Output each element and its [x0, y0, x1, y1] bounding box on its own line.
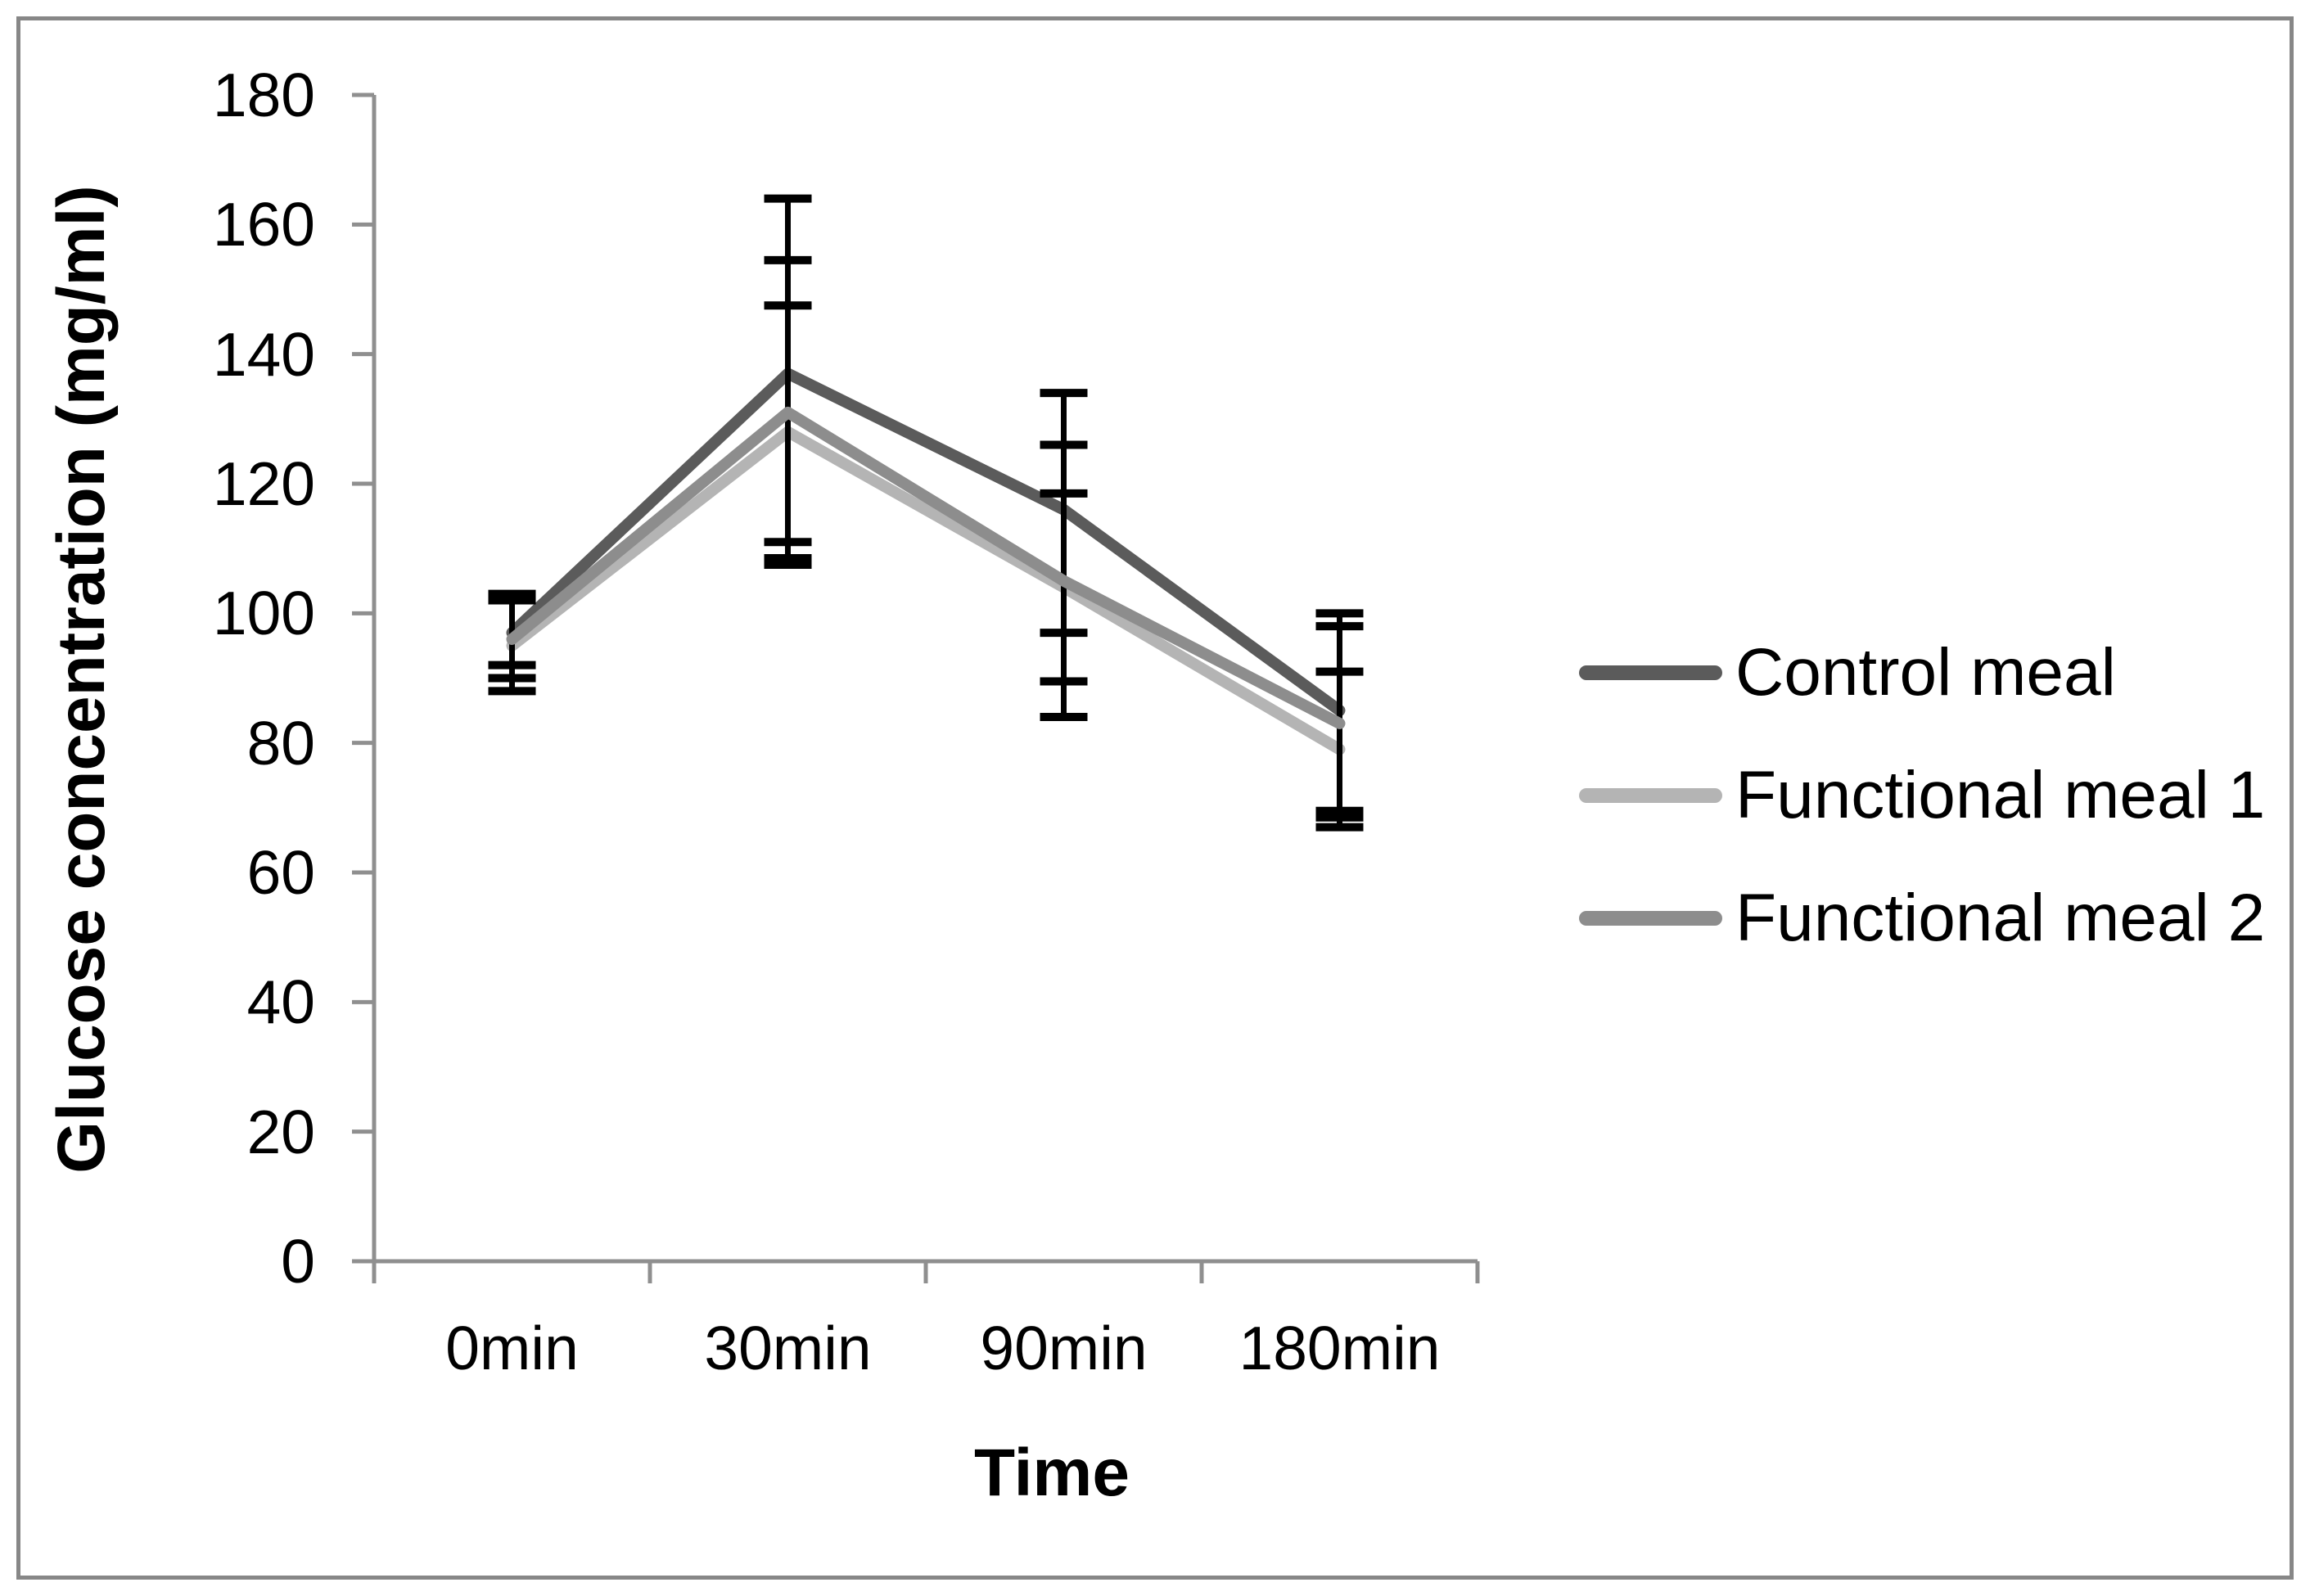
figure-border — [16, 16, 2294, 1580]
legend-item: Functional meal 2 — [1579, 879, 2265, 958]
y-tick-label: 180 — [212, 61, 315, 129]
y-tick-label: 140 — [212, 319, 315, 389]
legend-line-swatch — [1579, 911, 1722, 926]
legend-label: Functional meal 1 — [1735, 758, 2266, 832]
legend-label: Control meal — [1735, 635, 2116, 710]
x-tick-label: 30min — [704, 1314, 872, 1382]
y-tick-label: 120 — [212, 449, 315, 518]
legend-label: Functional meal 2 — [1735, 881, 2266, 955]
x-axis-title: Time — [974, 1436, 1130, 1510]
y-tick-label: 20 — [246, 1097, 315, 1166]
y-tick-label: 60 — [246, 838, 315, 907]
y-axis-title: Glucose concentration (mg/ml) — [44, 185, 119, 1174]
y-tick-label: 0 — [281, 1227, 315, 1296]
y-tick-label: 40 — [246, 967, 315, 1037]
x-tick-label: 90min — [980, 1314, 1148, 1382]
x-tick-label: 0min — [445, 1314, 579, 1382]
y-tick-label: 80 — [246, 708, 315, 778]
y-tick-label: 160 — [212, 190, 315, 259]
legend-line-swatch — [1579, 788, 1722, 803]
series-line-functional-meal-2 — [506, 406, 1346, 729]
y-tick-label: 100 — [212, 579, 315, 648]
x-tick-label: 180min — [1238, 1314, 1441, 1382]
legend-line-swatch — [1579, 665, 1722, 680]
series-line-functional-meal-1 — [506, 426, 1346, 755]
series-line-control-meal — [506, 367, 1346, 717]
legend-item: Functional meal 1 — [1579, 756, 2265, 835]
legend-item: Control meal — [1579, 633, 2116, 712]
